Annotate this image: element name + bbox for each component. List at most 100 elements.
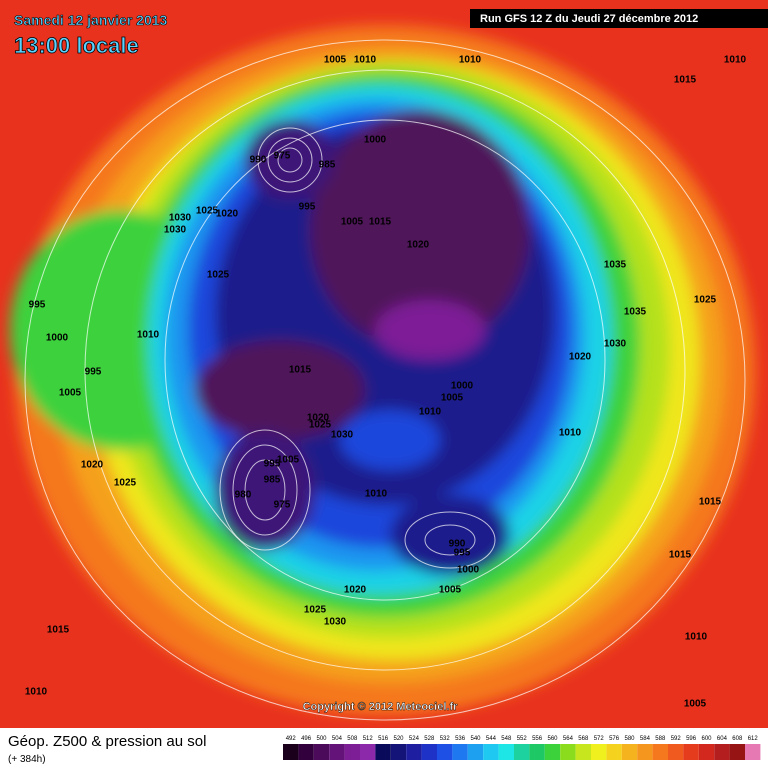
isobar-label: 980 [235, 490, 252, 501]
legend-label: 552 [517, 736, 528, 742]
legend-label: 516 [378, 736, 389, 742]
legend-label: 528 [424, 736, 435, 742]
footer-lead: (+ 384h) [8, 754, 46, 765]
legend-swatch [606, 744, 622, 760]
isobar-label: 1015 [289, 365, 312, 376]
legend-swatch [344, 744, 360, 760]
legend-label: 532 [440, 736, 451, 742]
isobar-label: 1025 [304, 605, 327, 616]
legend-swatch [529, 744, 545, 760]
isobar-label: 1025 [114, 478, 137, 489]
isobar-label: 1030 [331, 430, 354, 441]
isobar-label: 1010 [137, 330, 160, 341]
legend-label: 608 [732, 736, 743, 742]
isobar-label: 1010 [354, 55, 377, 66]
isobar-label: 1025 [694, 295, 717, 306]
legend-label: 560 [547, 736, 558, 742]
legend-label: 544 [486, 736, 497, 742]
legend-swatch [360, 744, 376, 760]
isobar-label: 1015 [47, 625, 70, 636]
legend-label: 572 [594, 736, 605, 742]
legend-swatch [544, 744, 561, 760]
isobar-label: 1035 [604, 260, 627, 271]
isobar-label: 1030 [169, 213, 192, 224]
isobar-label: 985 [264, 475, 281, 486]
legend-label: 596 [686, 736, 697, 742]
legend-label: 556 [532, 736, 543, 742]
isobar-label: 1025 [309, 420, 332, 431]
isobar-label: 995 [29, 300, 46, 311]
isobar-lines [24, 39, 746, 721]
isobar-label: 1015 [369, 217, 392, 228]
isobar-label: 1000 [457, 565, 480, 576]
isobar-label: 995 [264, 459, 281, 470]
legend-label: 504 [332, 736, 343, 742]
isobar-label: 1010 [365, 489, 388, 500]
legend-swatch [668, 744, 684, 760]
legend-label: 536 [455, 736, 466, 742]
legend-swatch [514, 744, 530, 760]
legend-swatch [329, 744, 345, 760]
legend-swatch [313, 744, 330, 760]
run-label: Run GFS 12 Z du Jeudi 27 décembre 2012 [480, 13, 698, 25]
isobar-label: 1030 [164, 225, 187, 236]
legend-label: 580 [624, 736, 635, 742]
legend-swatch [298, 744, 314, 760]
isobar-label: 1010 [559, 428, 582, 439]
legend-label: 524 [409, 736, 420, 742]
isobar-label: 975 [274, 151, 291, 162]
legend-label: 520 [393, 736, 404, 742]
legend-label: 540 [470, 736, 481, 742]
legend-swatch [390, 744, 407, 760]
legend-swatch [683, 744, 699, 760]
isobar-label: 1030 [604, 339, 627, 350]
color-legend: 492 496 500 504 508 512 516 520 524 528 532 536 540 5… [283, 736, 761, 760]
isobar-label: 1000 [451, 381, 474, 392]
forecast-time: 13:00 locale [14, 33, 139, 58]
legend-label: 508 [347, 736, 358, 742]
isobar-label: 1005 [684, 699, 707, 710]
run-box [470, 9, 768, 28]
isobar-labels: 1005 1010 1010 1015 1010 990 975 985 100… [25, 55, 747, 710]
isobar-label: 1010 [724, 55, 747, 66]
isobar-label: 1020 [569, 352, 592, 363]
isobar-label: 995 [85, 367, 102, 378]
forecast-date: Samedi 12 janvier 2013 [14, 12, 168, 28]
isobar-label: 1020 [216, 209, 239, 220]
copyright: Copyright © 2012 Meteociel.fr [303, 701, 459, 713]
legend-label: 492 [286, 736, 297, 742]
legend-label: 604 [717, 736, 728, 742]
legend-swatch [621, 744, 638, 760]
isobar-label: 1005 [441, 393, 464, 404]
legend-swatch [591, 744, 607, 760]
legend-swatch [637, 744, 653, 760]
height-field [10, 25, 755, 715]
isobar-label: 1010 [419, 407, 442, 418]
legend-swatch [483, 744, 499, 760]
isobar-label: 995 [454, 548, 471, 559]
legend-label: 564 [563, 736, 574, 742]
isobar-label: 1000 [364, 135, 387, 146]
legend-swatch [729, 744, 745, 760]
legend-swatch [745, 744, 761, 760]
isobar-label: 1015 [669, 550, 692, 561]
isobar-label: 1015 [699, 497, 722, 508]
isobar-label: 990 [449, 539, 466, 550]
isobar-label: 975 [274, 500, 291, 511]
legend-swatch [467, 744, 484, 760]
isobar-label: 1005 [341, 217, 364, 228]
isobar-label: 1025 [207, 270, 230, 281]
isobar-label: 1005 [59, 388, 82, 399]
isobar-label: 1020 [407, 240, 430, 251]
legend-label: 588 [655, 736, 666, 742]
isobar-label: 1000 [46, 333, 69, 344]
legend-swatch [406, 744, 422, 760]
isobar-label: 995 [299, 202, 316, 213]
legend-label: 600 [701, 736, 712, 742]
isobar-label: 1035 [624, 307, 647, 318]
isobar-label: 1005 [324, 55, 347, 66]
isobar-label: 1030 [324, 617, 347, 628]
